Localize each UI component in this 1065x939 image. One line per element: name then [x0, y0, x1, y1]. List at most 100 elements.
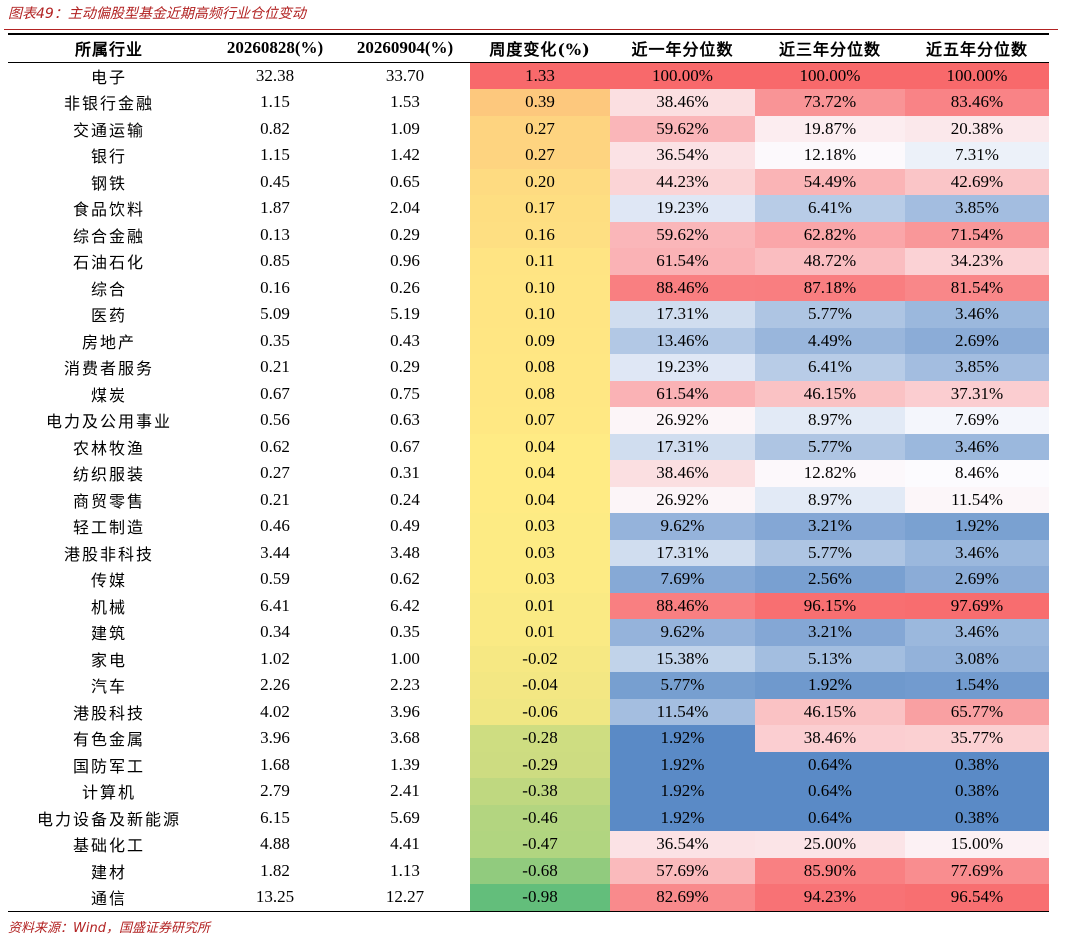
- industry-cell: 机械: [90, 597, 127, 617]
- column-header: 近三年分位数: [755, 33, 905, 63]
- industry-cell: 电力设备及新能源: [36, 809, 181, 829]
- industry-cell: 房地产: [81, 332, 136, 352]
- value-cell: 0.13: [260, 224, 290, 244]
- value-cell: 46.15%: [755, 380, 905, 407]
- table-row: 国防军工 1.68 1.39 -0.29 1.92% 0.64% 0.38%: [8, 751, 1049, 778]
- table-row: 有色金属 3.96 3.68 -0.28 1.92% 38.46% 35.77%: [8, 725, 1049, 752]
- value-cell: 11.54%: [610, 698, 755, 725]
- value-cell: 35.77%: [905, 725, 1049, 752]
- table-row: 商贸零售 0.21 0.24 0.04 26.92% 8.97% 11.54%: [8, 486, 1049, 513]
- value-cell: 100.00%: [610, 62, 755, 89]
- value-cell: 77.69%: [905, 857, 1049, 884]
- value-cell: 2.69%: [905, 327, 1049, 354]
- value-cell: 0.63: [390, 410, 420, 430]
- value-cell: 19.87%: [755, 115, 905, 142]
- value-cell: 12.18%: [755, 142, 905, 169]
- value-cell: 0.35: [390, 622, 420, 642]
- value-cell: 3.46%: [905, 301, 1049, 328]
- industry-cell: 汽车: [90, 677, 127, 697]
- table-row: 综合金融 0.13 0.29 0.16 59.62% 62.82% 71.54%: [8, 221, 1049, 248]
- value-cell: 0.27: [470, 142, 610, 169]
- industry-cell: 非银行金融: [63, 94, 154, 114]
- value-cell: 5.69: [390, 807, 420, 827]
- value-cell: 96.54%: [905, 884, 1049, 912]
- source-note: 资料来源：Wind，国盛证券研究所: [8, 921, 210, 936]
- value-cell: 17.31%: [610, 539, 755, 566]
- value-cell: 2.23: [390, 675, 420, 695]
- value-cell: 0.27: [470, 115, 610, 142]
- industry-cell: 食品饮料: [72, 200, 145, 220]
- table-row: 建筑 0.34 0.35 0.01 9.62% 3.21% 3.46%: [8, 619, 1049, 646]
- value-cell: 71.54%: [905, 221, 1049, 248]
- value-cell: -0.47: [470, 831, 610, 858]
- table-row: 医药 5.09 5.19 0.10 17.31% 5.77% 3.46%: [8, 301, 1049, 328]
- column-header: 周度变化(%): [470, 33, 610, 63]
- value-cell: 44.23%: [610, 168, 755, 195]
- value-cell: 17.31%: [610, 301, 755, 328]
- value-cell: 1.02: [260, 648, 290, 668]
- value-cell: 4.02: [260, 701, 290, 721]
- column-header: 所属行业: [8, 33, 210, 63]
- value-cell: 13.46%: [610, 327, 755, 354]
- table-row: 房地产 0.35 0.43 0.09 13.46% 4.49% 2.69%: [8, 327, 1049, 354]
- value-cell: 0.16: [260, 277, 290, 297]
- value-cell: 2.41: [390, 781, 420, 801]
- value-cell: 97.69%: [905, 592, 1049, 619]
- value-cell: 3.46%: [905, 619, 1049, 646]
- value-cell: 37.31%: [905, 380, 1049, 407]
- value-cell: 0.27: [260, 463, 290, 483]
- table-row: 建材 1.82 1.13 -0.68 57.69% 85.90% 77.69%: [8, 857, 1049, 884]
- value-cell: 0.31: [390, 463, 420, 483]
- industry-cell: 钢铁: [90, 173, 127, 193]
- industry-cell: 基础化工: [72, 836, 145, 856]
- value-cell: 0.67: [390, 436, 420, 456]
- value-cell: 59.62%: [610, 221, 755, 248]
- industry-cell: 农林牧渔: [72, 438, 145, 458]
- position-table: 所属行业 20260828(%) 20260904(%) 周度变化(%) 近一年分位数近…: [8, 33, 1049, 912]
- industry-cell: 传媒: [90, 571, 127, 591]
- industry-cell: 电力及公用事业: [45, 412, 172, 432]
- value-cell: 5.09: [260, 304, 290, 324]
- table-row: 石油石化 0.85 0.96 0.11 61.54% 48.72% 34.23%: [8, 248, 1049, 275]
- table-body: 电子 32.38 33.70 1.33 100.00% 100.00% 100.00% 非银行…: [8, 62, 1049, 912]
- value-cell: -0.04: [470, 672, 610, 699]
- value-cell: 2.26: [260, 675, 290, 695]
- industry-cell: 港股非科技: [63, 544, 154, 564]
- value-cell: 0.20: [470, 168, 610, 195]
- value-cell: 0.38%: [905, 751, 1049, 778]
- industry-cell: 石油石化: [72, 253, 145, 273]
- value-cell: 46.15%: [755, 698, 905, 725]
- industry-cell: 建筑: [90, 624, 127, 644]
- table-row: 农林牧渔 0.62 0.67 0.04 17.31% 5.77% 3.46%: [8, 433, 1049, 460]
- value-cell: 0.09: [470, 327, 610, 354]
- value-cell: 7.31%: [905, 142, 1049, 169]
- value-cell: 3.48: [390, 542, 420, 562]
- value-cell: 15.38%: [610, 645, 755, 672]
- value-cell: 1.82: [260, 860, 290, 880]
- value-cell: 61.54%: [610, 248, 755, 275]
- value-cell: 0.21: [260, 357, 290, 377]
- value-cell: 1.33: [470, 62, 610, 89]
- value-cell: 0.64%: [755, 804, 905, 831]
- value-cell: 4.88: [260, 834, 290, 854]
- value-cell: 0.62: [390, 569, 420, 589]
- industry-cell: 纺织服装: [72, 465, 145, 485]
- value-cell: 0.56: [260, 410, 290, 430]
- value-cell: 0.29: [390, 357, 420, 377]
- value-cell: 38.46%: [610, 460, 755, 487]
- table-row: 机械 6.41 6.42 0.01 88.46% 96.15% 97.69%: [8, 592, 1049, 619]
- value-cell: 5.13%: [755, 645, 905, 672]
- value-cell: 3.21%: [755, 619, 905, 646]
- value-cell: 9.62%: [610, 619, 755, 646]
- value-cell: 0.04: [470, 433, 610, 460]
- value-cell: 19.23%: [610, 354, 755, 381]
- table-row: 非银行金融 1.15 1.53 0.39 38.46% 73.72% 83.46%: [8, 89, 1049, 116]
- value-cell: 6.41%: [755, 195, 905, 222]
- column-header: 近一年分位数: [610, 33, 755, 63]
- column-header: 20260904(%): [340, 33, 470, 63]
- value-cell: 26.92%: [610, 486, 755, 513]
- value-cell: 0.62: [260, 436, 290, 456]
- table-row: 银行 1.15 1.42 0.27 36.54% 12.18% 7.31%: [8, 142, 1049, 169]
- value-cell: 0.11: [470, 248, 610, 275]
- value-cell: -0.38: [470, 778, 610, 805]
